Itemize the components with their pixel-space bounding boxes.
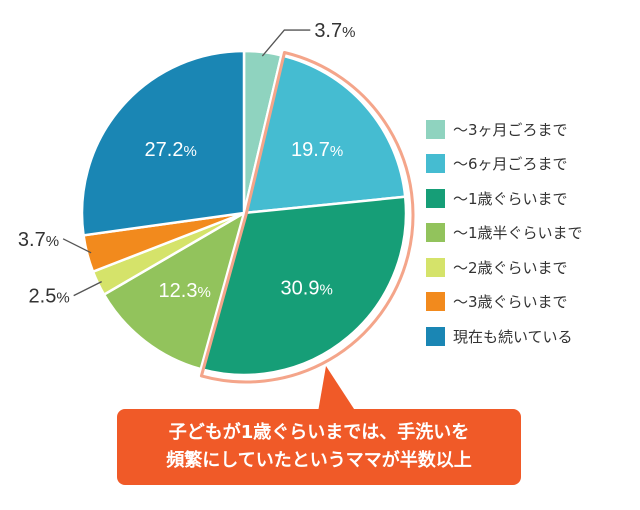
- legend-item-2: 〜6ヶ月ごろまで: [426, 147, 583, 182]
- legend-item-3: 〜1歳ぐらいまで: [426, 181, 583, 216]
- pie-slices: [80, 49, 408, 377]
- legend-item-7: 現在も続いている: [426, 319, 583, 354]
- legend-label: 〜2歳ぐらいまで: [453, 258, 568, 277]
- value-label-7: 27.2%: [145, 139, 197, 161]
- highlight-outline: [199, 50, 415, 384]
- legend-item-1: 〜3ヶ月ごろまで: [426, 112, 583, 147]
- legend-label: 〜6ヶ月ごろまで: [453, 155, 568, 174]
- legend-label: 〜3ヶ月ごろまで: [453, 120, 568, 139]
- callout-pointer: [318, 366, 356, 412]
- value-label-5: 2.5%: [29, 286, 70, 308]
- callout-line-1: 子どもが1歳ぐらいまでは、手洗いを: [168, 422, 470, 443]
- callout-line-2: 頻繁にしていたというママが半数以上: [166, 450, 472, 471]
- legend-swatch: [426, 292, 445, 312]
- legend-item-4: 〜1歳半ぐらいまで: [426, 216, 583, 251]
- value-label-6: 3.7%: [18, 229, 59, 251]
- legend-swatch: [426, 223, 445, 243]
- pie-slice-2: [242, 53, 407, 215]
- leader-line-6: [62, 238, 92, 254]
- leader-line-1: [261, 29, 311, 57]
- pie-slice-3: [199, 195, 408, 377]
- legend-swatch: [426, 326, 445, 346]
- legend-label: 〜1歳ぐらいまで: [453, 189, 568, 208]
- leader-lines: [62, 29, 311, 297]
- legend-label: 〜3歳ぐらいまで: [453, 293, 568, 312]
- pie-slice-4: [102, 210, 247, 371]
- value-label-4: 12.3%: [159, 280, 211, 302]
- legend-label: 〜1歳半ぐらいまで: [453, 224, 583, 243]
- pie-slice-7: [80, 49, 246, 237]
- value-label-3: 30.9%: [281, 277, 333, 299]
- legend: 〜3ヶ月ごろまで 〜6ヶ月ごろまで 〜1歳ぐらいまで 〜1歳半ぐらいまで 〜2歳ぐらいま…: [426, 112, 583, 354]
- legend-label: 現在も続いている: [453, 327, 573, 346]
- value-label-2: 19.7%: [291, 139, 343, 161]
- value-label-1: 3.7%: [314, 20, 355, 42]
- legend-item-5: 〜2歳ぐらいまで: [426, 250, 583, 285]
- leader-line-5: [73, 281, 102, 297]
- highlight-border: [199, 50, 415, 384]
- legend-swatch: [426, 154, 445, 174]
- legend-swatch: [426, 119, 445, 139]
- legend-swatch: [426, 257, 445, 277]
- value-labels: 3.7% 19.7% 30.9% 12.3% 2.5% 3.7% 27.2%: [18, 20, 356, 308]
- legend-swatch: [426, 188, 445, 208]
- callout-box: 子どもが1歳ぐらいまでは、手洗いを 頻繁にしていたというママが半数以上: [117, 409, 521, 485]
- legend-item-6: 〜3歳ぐらいまで: [426, 285, 583, 320]
